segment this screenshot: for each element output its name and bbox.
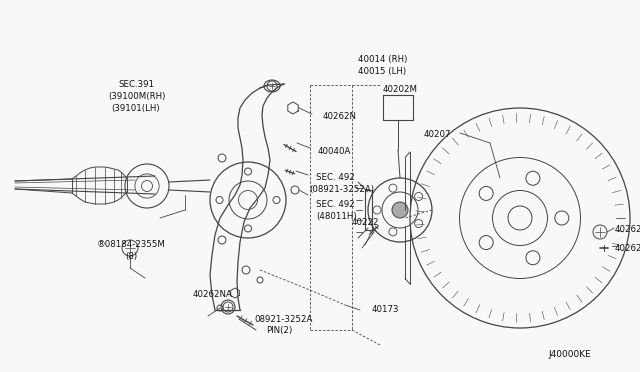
- Text: SEC.391: SEC.391: [118, 80, 154, 89]
- Text: 40014 (RH): 40014 (RH): [358, 55, 408, 64]
- Text: ®08184-2355M: ®08184-2355M: [97, 240, 166, 249]
- Text: (39100M(RH): (39100M(RH): [108, 92, 165, 101]
- Text: 40040A: 40040A: [318, 147, 351, 156]
- Text: (39101(LH): (39101(LH): [111, 104, 159, 113]
- Text: SEC. 492: SEC. 492: [316, 200, 355, 209]
- Text: PIN(2): PIN(2): [266, 326, 292, 335]
- Text: 40262: 40262: [615, 225, 640, 234]
- Text: J40000KE: J40000KE: [548, 350, 591, 359]
- Text: 40222: 40222: [352, 218, 380, 227]
- Circle shape: [392, 202, 408, 218]
- Text: (48011H): (48011H): [316, 212, 356, 221]
- Text: 40202M: 40202M: [383, 85, 418, 94]
- Text: 40173: 40173: [372, 305, 399, 314]
- Text: (8): (8): [125, 252, 137, 261]
- Text: 40207: 40207: [424, 130, 451, 139]
- Text: 08921-3252A: 08921-3252A: [254, 315, 312, 324]
- Text: 40262N: 40262N: [323, 112, 357, 121]
- Text: 40015 (LH): 40015 (LH): [358, 67, 406, 76]
- Text: 40262A: 40262A: [615, 244, 640, 253]
- Text: 40262NA: 40262NA: [193, 290, 233, 299]
- Text: SEC. 492: SEC. 492: [316, 173, 355, 182]
- Text: (08921-3252A): (08921-3252A): [309, 185, 374, 194]
